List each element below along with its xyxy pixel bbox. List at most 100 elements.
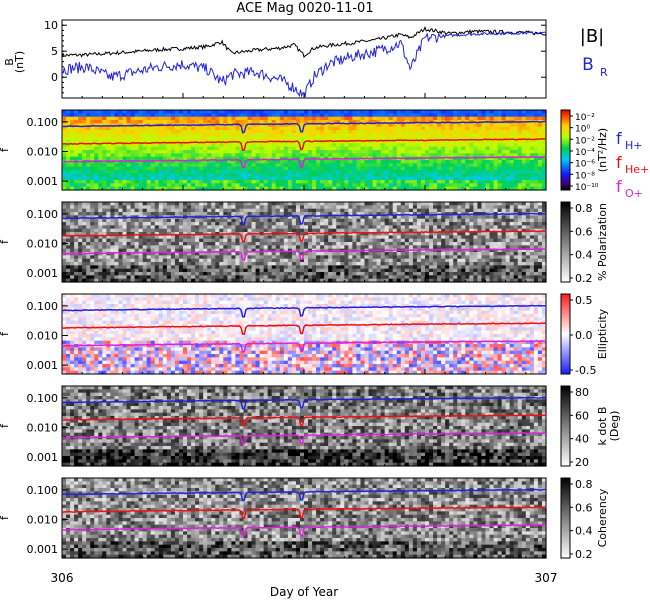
spectrogram-cell (122, 173, 128, 178)
spectrogram-cell (215, 113, 220, 118)
spectrogram-cell (130, 173, 136, 178)
spectrogram-cell (102, 140, 107, 144)
spectrogram-cell (231, 186, 237, 191)
spectrogram-cell (178, 160, 184, 164)
spectrogram-cell (283, 120, 289, 124)
spectrogram-cell (219, 120, 224, 124)
spectrogram-cell (219, 110, 224, 114)
spectrogram-cell (199, 180, 204, 184)
spectrogram-cell (191, 163, 196, 168)
spectrogram-cell (86, 173, 91, 178)
spectrogram-cell (78, 113, 83, 118)
spectrogram-cell (150, 153, 156, 158)
spectrogram-cell (94, 126, 99, 131)
spectrogram-cell (150, 120, 156, 124)
spectrogram-cell (162, 176, 168, 181)
spectrogram-cell (235, 173, 241, 178)
spectrogram-cell (126, 156, 132, 161)
spectrogram-cell (78, 173, 83, 178)
spectrogram-cell (158, 130, 164, 134)
spectrogram-cell (114, 110, 120, 114)
spectrogram-cell (223, 126, 228, 131)
spectrogram-cell (243, 133, 249, 138)
spectrogram-cell (219, 163, 224, 168)
field-y-label: B (3, 58, 16, 66)
spectrogram-cell (263, 113, 269, 118)
spectrogram-cell (122, 163, 128, 168)
spectrogram-cell (263, 186, 269, 191)
spectrogram-cell (263, 110, 269, 114)
spectrogram-cell (203, 143, 208, 148)
spectrogram-cell (102, 113, 107, 118)
spectrogram-cell (118, 133, 124, 138)
spectrogram-cell (126, 176, 132, 181)
spectrogram-cell (114, 166, 120, 171)
spectrogram-cell (154, 186, 160, 191)
spectrogram-cell (267, 153, 273, 158)
spectrogram-cell (215, 146, 220, 151)
spectrogram-cell (215, 120, 220, 124)
spectrogram-cell (183, 180, 188, 184)
spectrogram-cell (183, 166, 188, 171)
spectrogram-cell (187, 130, 192, 134)
spectrogram-cell (263, 123, 269, 128)
spectrogram-cell (243, 186, 249, 191)
spectrogram-cell (231, 176, 237, 181)
spectrogram-cell (243, 170, 249, 174)
spectrogram-cell (275, 183, 281, 188)
spectrogram-cell (178, 163, 184, 168)
spectrogram-cell (106, 176, 111, 181)
spectrogram-cell (102, 133, 107, 138)
spectrogram-cell (142, 136, 148, 141)
spectrogram-cell (126, 180, 132, 184)
spectrogram-cell (102, 130, 107, 134)
spectrogram-cell (183, 130, 188, 134)
spectrogram-cell (199, 150, 204, 154)
spectrogram-cell (74, 140, 79, 144)
spectrogram-cell (174, 180, 180, 184)
spectrogram-cell (187, 183, 192, 188)
spectrogram-cell (154, 156, 160, 161)
spectrogram-cell (110, 183, 116, 188)
spectrogram-cell (142, 140, 148, 144)
spectrogram-cell (162, 150, 168, 154)
spectrogram-cell (255, 170, 261, 174)
spectrogram-cell (255, 163, 261, 168)
spectrogram-cell (126, 153, 132, 158)
spectrogram-cell (191, 120, 196, 124)
spectrogram-cell (235, 113, 241, 118)
spectrogram-cell (158, 133, 164, 138)
spectrogram-cell (243, 110, 249, 114)
spectrogram-cell (90, 170, 95, 174)
spectrogram-cell (263, 116, 269, 121)
spectrogram-cell (158, 136, 164, 141)
spectrogram-cell (227, 120, 232, 124)
spectrogram-cell (170, 173, 176, 178)
spectrogram-cell (207, 133, 212, 138)
spectrogram-cell (122, 130, 128, 134)
spectrogram-cell (114, 146, 120, 151)
spectrogram-cell (231, 120, 237, 124)
spectrogram-cell (255, 180, 261, 184)
spectrogram-cell (158, 170, 164, 174)
spectrogram-cell (199, 153, 204, 158)
spectrogram-cell (66, 166, 71, 171)
spectrogram-cell (275, 130, 281, 134)
spectrogram-cell (203, 186, 208, 191)
spectrogram-cell (203, 113, 208, 118)
spectrogram-cell (114, 153, 120, 158)
spectrogram-cell (235, 160, 241, 164)
spectrogram-cell (207, 143, 212, 148)
spectrogram-cell (118, 143, 124, 148)
spectrogram-cell (235, 130, 241, 134)
spectrogram-cell (259, 116, 265, 121)
spectrogram-cell (259, 150, 265, 154)
field-y-tick-label: 5 (51, 45, 58, 58)
spectrogram-cell (239, 170, 245, 174)
spectrogram-cell (70, 176, 75, 181)
spectrogram-cell (231, 160, 237, 164)
spectrogram-cell (227, 136, 232, 141)
spectrogram-cell (114, 186, 120, 191)
spectrogram-cell (138, 143, 144, 148)
spectrogram-cell (90, 113, 95, 118)
